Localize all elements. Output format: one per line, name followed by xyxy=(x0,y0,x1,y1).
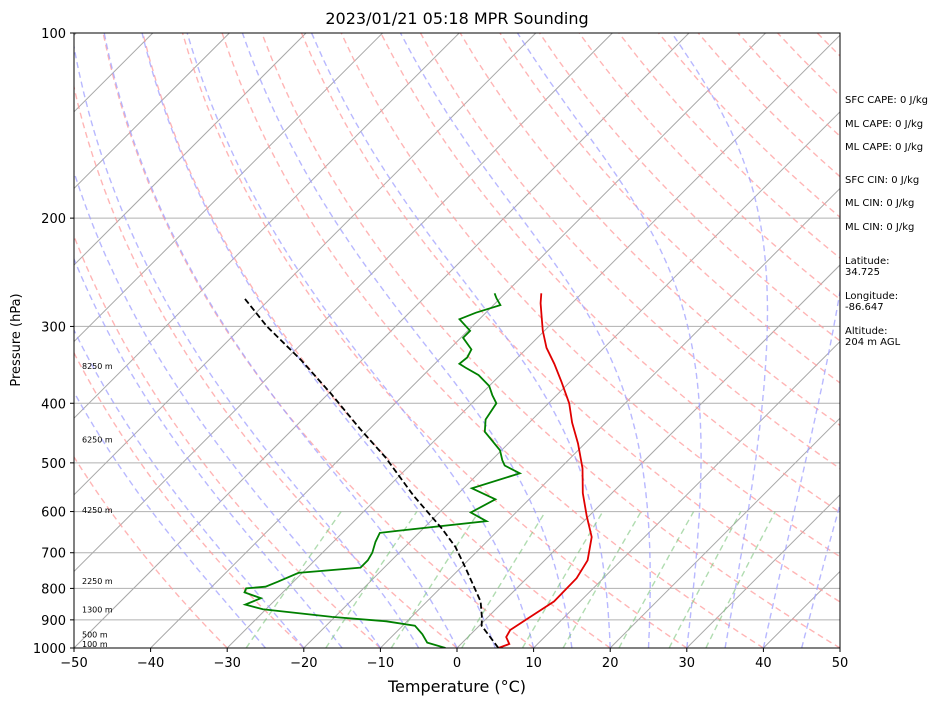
x-tick-label: −50 xyxy=(60,656,87,671)
dry-adiabat xyxy=(74,84,458,648)
dry-adiabat xyxy=(74,351,305,648)
height-label: 500 m xyxy=(82,630,108,639)
mixing-ratio-line xyxy=(521,511,604,648)
y-tick-label: 200 xyxy=(41,212,66,227)
temperature-trace xyxy=(498,293,593,648)
dewpoint-trace xyxy=(242,292,523,648)
isotherm-line xyxy=(74,33,307,266)
height-label: 100 m xyxy=(82,640,108,649)
x-tick-label: −10 xyxy=(367,656,394,671)
y-tick-label: 700 xyxy=(41,547,66,562)
isotherm-line xyxy=(74,33,383,343)
altitude-label: Altitude: 204 m AGL xyxy=(845,326,901,348)
y-tick-label: 100 xyxy=(41,27,66,42)
isotherm-line xyxy=(226,34,840,648)
x-tick-label: 20 xyxy=(602,656,619,671)
isotherm-line xyxy=(150,33,766,648)
parcel-trace xyxy=(243,297,500,648)
y-tick-label: 1000 xyxy=(33,642,66,657)
longitude-label: Longitude: -86.647 xyxy=(845,291,899,313)
moist-adiabat xyxy=(186,33,535,648)
mixing-ratio-line xyxy=(668,511,742,648)
isotherm-line xyxy=(74,33,537,496)
moist-adiabat xyxy=(516,33,702,648)
y-tick-label: 600 xyxy=(41,506,66,521)
height-label: 4250 m xyxy=(82,506,113,515)
isotherm-line xyxy=(609,417,840,648)
moist-adiabat xyxy=(74,169,381,648)
moist-adiabat xyxy=(103,33,458,648)
isotherm-line xyxy=(380,187,840,648)
y-tick-label: 900 xyxy=(41,614,66,629)
height-label: 6250 m xyxy=(82,435,113,444)
sfc-cape-label: SFC CAPE: 0 J/kg xyxy=(845,95,928,106)
y-tick-label: 500 xyxy=(41,457,66,472)
y-axis: 100 200 300 400 500 600 700 800 900 1000 xyxy=(33,27,74,657)
x-axis: −50 −40 −30 −20 −10 0 10 20 30 40 50 xyxy=(60,648,848,671)
x-tick-label: −40 xyxy=(137,656,164,671)
mixing-ratio-line xyxy=(461,511,547,648)
x-tick-label: −30 xyxy=(213,656,240,671)
mixing-ratio-line xyxy=(245,511,342,648)
moist-adiabat xyxy=(399,33,651,648)
dry-adiabat xyxy=(74,234,381,648)
moist-adiabat xyxy=(310,33,611,648)
data-lines xyxy=(242,292,593,648)
chart-title: 2023/01/21 05:18 MPR Sounding xyxy=(325,9,588,28)
mixing-ratio-line xyxy=(705,511,776,648)
ml-cin-label: ML CIN: 0 J/kg xyxy=(845,198,915,209)
x-tick-label: 10 xyxy=(525,656,542,671)
sfc-cin-label: SFC CIN: 0 J/kg xyxy=(845,175,920,186)
y-axis-label: Pressure (hPa) xyxy=(9,293,24,386)
x-tick-label: −20 xyxy=(290,656,317,671)
height-label: 1300 m xyxy=(82,605,113,614)
ml-cape-label-2: ML CAPE: 0 J/kg xyxy=(845,142,924,153)
x-tick-label: 30 xyxy=(679,656,696,671)
dry-adiabat xyxy=(261,33,840,648)
moist-adiabat xyxy=(671,33,769,648)
x-tick-label: 50 xyxy=(832,656,849,671)
y-tick-label: 300 xyxy=(41,320,66,335)
isotherm-line xyxy=(456,264,840,648)
dry-adiabat xyxy=(102,33,535,648)
ml-cin-label-2: ML CIN: 0 J/kg xyxy=(845,222,915,233)
y-tick-label: 800 xyxy=(41,582,66,597)
dry-adiabat xyxy=(181,33,688,648)
moist-adiabat xyxy=(801,502,840,648)
isotherm-line xyxy=(686,494,840,648)
ml-cape-label: ML CAPE: 0 J/kg xyxy=(845,119,924,130)
moist-adiabat xyxy=(141,33,496,648)
moist-adiabat xyxy=(74,257,343,648)
mixing-ratio-line xyxy=(325,511,418,648)
height-label: 2250 m xyxy=(82,577,113,586)
x-axis-label: Temperature (°C) xyxy=(387,677,526,696)
mixing-ratio-line xyxy=(390,511,480,648)
moist-adiabat xyxy=(74,43,420,648)
x-tick-label: 0 xyxy=(453,656,461,671)
isotherm-line xyxy=(74,33,613,573)
latitude-label: Latitude: 34.725 xyxy=(845,256,890,278)
isotherm-line xyxy=(533,340,840,648)
mixing-ratio-line xyxy=(562,511,642,648)
background-lines xyxy=(74,33,840,648)
moist-adiabat xyxy=(241,33,573,648)
x-tick-label: 40 xyxy=(755,656,772,671)
isotherm-line xyxy=(74,33,230,190)
dry-adiabat xyxy=(578,33,840,301)
dry-adiabat xyxy=(142,33,611,648)
isotherm-line xyxy=(74,33,690,648)
y-tick-label: 400 xyxy=(41,397,66,412)
height-label: 8250 m xyxy=(82,362,113,371)
isotherm-line xyxy=(303,111,840,648)
isotherm-line xyxy=(74,33,460,419)
moist-adiabat xyxy=(762,287,840,648)
mixing-ratio-line xyxy=(618,511,695,648)
